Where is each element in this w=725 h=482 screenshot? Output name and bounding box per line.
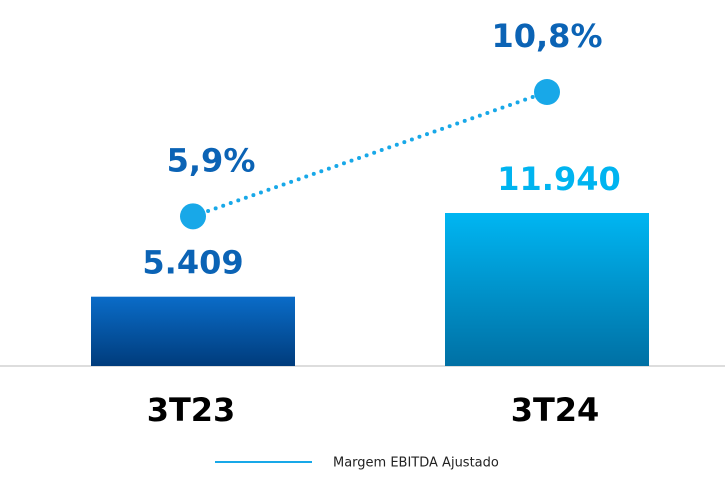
bar <box>445 213 649 366</box>
x-tick-label: 3T24 <box>511 391 600 429</box>
line-value-label: 10,8% <box>491 17 602 55</box>
legend-label: Margem EBITDA Ajustado <box>333 456 499 471</box>
bar-value-label: 11.940 <box>497 160 620 198</box>
line-value-label: 5,9% <box>167 141 256 179</box>
line-marker <box>534 79 560 105</box>
bar <box>91 296 295 366</box>
line-marker <box>180 203 206 230</box>
bar-value-label: 5.409 <box>142 244 243 282</box>
line <box>191 90 549 219</box>
x-tick-label: 3T23 <box>147 391 236 429</box>
